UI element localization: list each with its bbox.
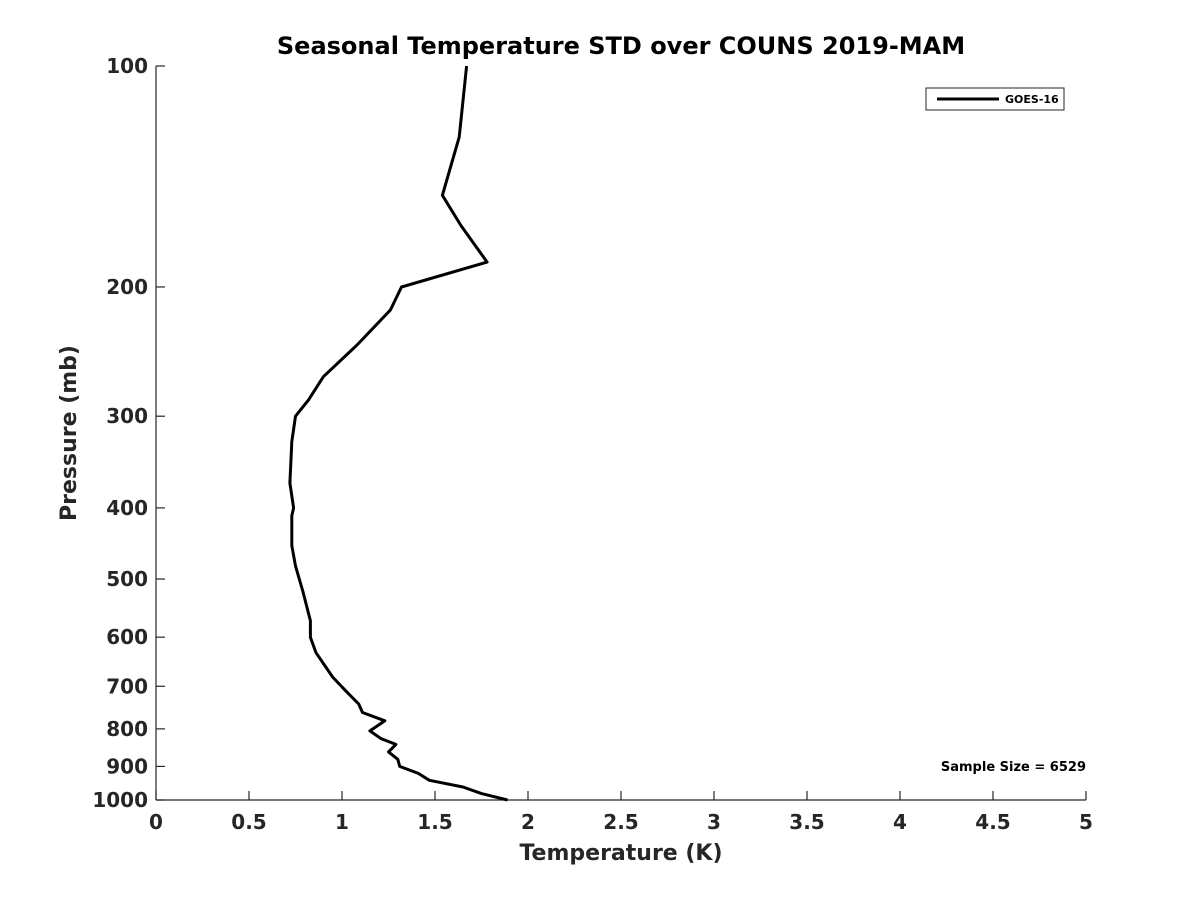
y-tick-label: 400: [106, 496, 148, 520]
legend: GOES-16: [925, 87, 1065, 111]
series-layer: [288, 65, 508, 802]
sample-size-annotation: Sample Size = 6529: [941, 760, 1086, 775]
x-tick-label: 4: [893, 810, 907, 834]
x-tick-label: 5: [1079, 810, 1093, 834]
legend-label-goes-16: GOES-16: [1005, 93, 1059, 106]
x-tick-label: 2: [521, 810, 535, 834]
y-tick-label: 200: [106, 275, 148, 299]
y-tick-label: 100: [106, 54, 148, 78]
x-tick-label: 2.5: [603, 810, 638, 834]
x-tick-label: 3: [707, 810, 721, 834]
x-tick-label: 1.5: [417, 810, 452, 834]
y-ticks: 100 200 300 400 500 600 700 800 900 1000: [92, 54, 165, 812]
x-tick-label: 3.5: [789, 810, 824, 834]
y-tick-label: 300: [106, 404, 148, 428]
x-tick-label: 0: [149, 810, 163, 834]
x-tick-label: 0.5: [231, 810, 266, 834]
x-ticks: 0 0.5 1 1.5 2 2.5 3 3.5 4 4.5 5: [149, 791, 1093, 834]
y-tick-label: 900: [106, 754, 148, 778]
y-axis-title: Pressure (mb): [57, 345, 82, 521]
x-tick-label: 1: [335, 810, 349, 834]
plot-area: 0 0.5 1 1.5 2 2.5 3 3.5 4 4.5 5 100 200 300 400 500 600…: [92, 54, 1093, 834]
y-tick-label: 800: [106, 717, 148, 741]
y-tick-label: 600: [106, 625, 148, 649]
x-axis-title: Temperature (K): [519, 841, 722, 866]
y-tick-label: 1000: [92, 788, 148, 812]
y-tick-label: 500: [106, 567, 148, 591]
chart-title: Seasonal Temperature STD over COUNS 2019…: [277, 32, 965, 60]
y-tick-label: 700: [106, 674, 148, 698]
x-tick-label: 4.5: [975, 810, 1010, 834]
series-line-goes-16: [288, 65, 508, 802]
